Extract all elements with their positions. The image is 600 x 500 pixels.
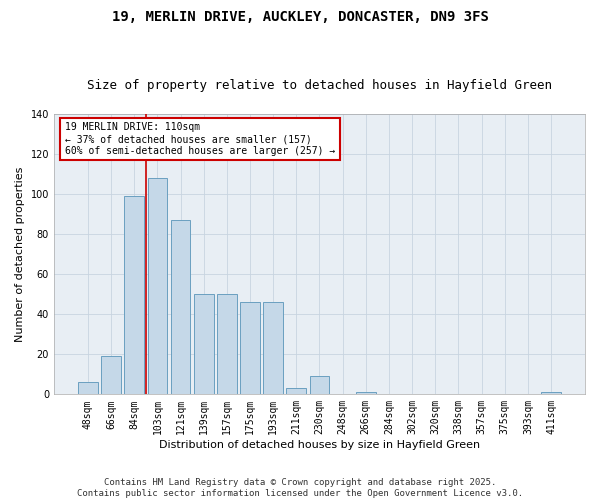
- Bar: [240, 302, 260, 394]
- Bar: [356, 392, 376, 394]
- Text: 19 MERLIN DRIVE: 110sqm
← 37% of detached houses are smaller (157)
60% of semi-d: 19 MERLIN DRIVE: 110sqm ← 37% of detache…: [65, 122, 335, 156]
- Bar: [310, 376, 329, 394]
- Bar: [217, 294, 236, 394]
- Bar: [541, 392, 561, 394]
- Text: Contains HM Land Registry data © Crown copyright and database right 2025.
Contai: Contains HM Land Registry data © Crown c…: [77, 478, 523, 498]
- Bar: [101, 356, 121, 395]
- Bar: [148, 178, 167, 394]
- Bar: [286, 388, 306, 394]
- Bar: [78, 382, 98, 394]
- X-axis label: Distribution of detached houses by size in Hayfield Green: Distribution of detached houses by size …: [159, 440, 480, 450]
- Bar: [194, 294, 214, 394]
- Y-axis label: Number of detached properties: Number of detached properties: [15, 166, 25, 342]
- Bar: [124, 196, 144, 394]
- Title: Size of property relative to detached houses in Hayfield Green: Size of property relative to detached ho…: [87, 79, 552, 92]
- Bar: [170, 220, 190, 394]
- Bar: [263, 302, 283, 394]
- Text: 19, MERLIN DRIVE, AUCKLEY, DONCASTER, DN9 3FS: 19, MERLIN DRIVE, AUCKLEY, DONCASTER, DN…: [112, 10, 488, 24]
